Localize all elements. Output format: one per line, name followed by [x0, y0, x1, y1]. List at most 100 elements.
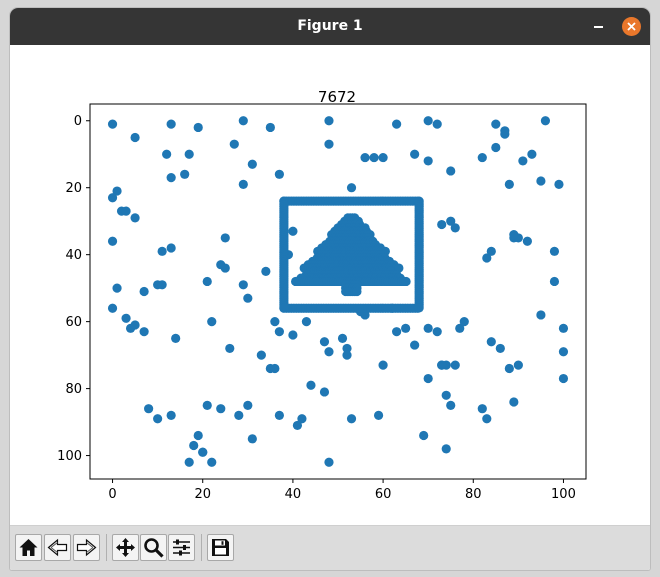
data-point [130, 132, 140, 143]
data-point [360, 152, 370, 163]
data-point [288, 330, 298, 340]
data-point [202, 400, 212, 410]
zoom-button[interactable] [140, 534, 167, 561]
data-point [193, 122, 203, 133]
data-point [446, 400, 456, 410]
data-point [202, 276, 212, 287]
data-point [107, 236, 118, 246]
data-point [419, 430, 429, 441]
data-point [216, 404, 226, 414]
data-point [518, 156, 528, 166]
save-button[interactable] [207, 534, 234, 561]
data-point [509, 229, 519, 240]
data-point [319, 387, 330, 397]
zoom-icon [144, 538, 164, 558]
data-point [270, 317, 280, 327]
data-point [274, 327, 284, 337]
data-point [495, 343, 505, 354]
data-point [522, 236, 532, 246]
data-point [437, 360, 447, 370]
data-point [346, 183, 357, 193]
data-point [166, 410, 176, 420]
data-point [441, 390, 451, 400]
data-point [166, 173, 176, 183]
close-button[interactable] [622, 17, 641, 36]
x-tick-label: 80 [465, 487, 482, 502]
data-point [324, 116, 334, 126]
data-point [346, 414, 357, 424]
data-point [265, 122, 275, 133]
home-icon [19, 539, 38, 556]
data-point [423, 323, 433, 333]
data-point [486, 246, 496, 256]
data-point [238, 116, 248, 126]
back-button[interactable] [44, 534, 71, 561]
data-point [410, 149, 420, 159]
data-point [130, 213, 140, 223]
data-point [121, 313, 131, 323]
y-tick-label: 40 [65, 248, 82, 263]
data-point [477, 152, 487, 163]
data-point [423, 373, 433, 384]
data-point [207, 457, 217, 467]
data-point [324, 347, 334, 357]
data-point [238, 280, 248, 290]
data-point [112, 186, 122, 196]
pan-button[interactable] [112, 534, 139, 561]
title-bar: Figure 1 [10, 8, 650, 45]
save-icon [212, 539, 229, 556]
data-point [171, 333, 181, 343]
data-point [153, 414, 163, 424]
data-point [441, 444, 451, 454]
data-point [184, 457, 194, 467]
forward-button[interactable] [73, 534, 100, 561]
data-point [220, 263, 230, 273]
data-point [229, 139, 239, 149]
configure-button[interactable] [168, 534, 195, 561]
y-axis: 0 20 40 60 80 100 [57, 114, 90, 464]
y-tick-label: 60 [65, 315, 82, 330]
data-point [527, 149, 537, 159]
data-point [261, 266, 271, 277]
data-point [446, 166, 456, 176]
data-point [270, 363, 280, 374]
data-point [459, 317, 469, 327]
close-icon [627, 22, 636, 31]
data-point [500, 129, 510, 139]
frame-point [279, 303, 289, 313]
data-point [554, 179, 564, 189]
frame-point [414, 303, 424, 313]
data-point [450, 360, 460, 370]
data-point [432, 119, 442, 129]
data-point [288, 226, 298, 236]
data-point [301, 317, 312, 327]
data-point [193, 430, 203, 441]
data-point [378, 152, 388, 163]
y-tick-label: 100 [57, 449, 82, 464]
data-point [225, 343, 235, 354]
data-point [491, 142, 501, 153]
data-point [107, 303, 118, 313]
data-point [369, 152, 379, 163]
scatter-chart: 7672 0 20 40 60 80 100 0 20 40 60 80 100 [57, 88, 587, 502]
data-point [292, 420, 303, 431]
data-point [139, 286, 149, 297]
data-point [256, 350, 266, 360]
minimize-icon[interactable] [594, 26, 603, 28]
tree-point [401, 276, 411, 287]
data-point [207, 317, 217, 327]
data-point [378, 360, 388, 370]
data-point [558, 323, 569, 333]
data-point [446, 216, 456, 226]
x-tick-label: 40 [285, 487, 302, 502]
data-point [392, 119, 402, 129]
data-point [107, 193, 118, 203]
y-tick-label: 0 [74, 114, 82, 129]
data-point [482, 253, 492, 263]
data-point [392, 327, 402, 337]
home-button[interactable] [15, 534, 42, 561]
toolbar-separator [106, 534, 107, 561]
data-point [491, 119, 501, 129]
data-point [337, 333, 348, 343]
data-point [243, 293, 253, 303]
